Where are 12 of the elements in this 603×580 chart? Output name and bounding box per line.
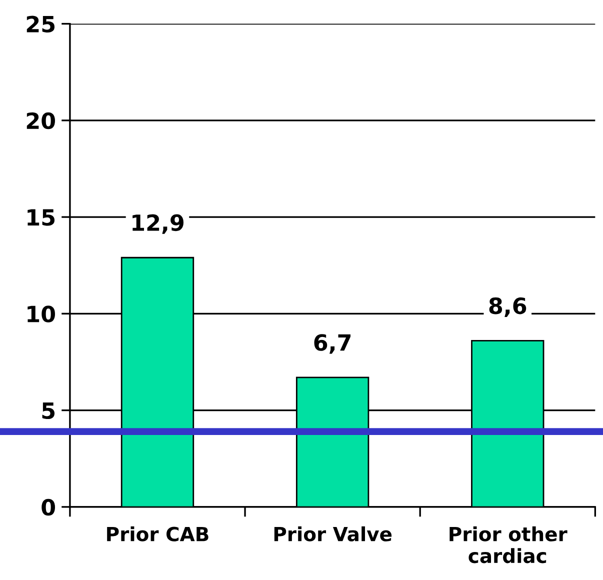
- data-label: 12,9: [132, 214, 184, 234]
- y-tick-label: 25: [26, 16, 55, 33]
- y-tick-label: 5: [42, 402, 55, 420]
- data-label: 6,7: [314, 334, 350, 354]
- data-label: 8,6: [489, 297, 526, 318]
- y-tick-label: 20: [26, 112, 55, 130]
- y-tick-label: 10: [28, 306, 55, 322]
- x-tick-label: Prior Valve: [274, 526, 392, 542]
- y-tick-label: 15: [28, 209, 55, 226]
- y-tick-label: 0: [42, 498, 55, 516]
- x-tick-label: Prior other cardiac: [450, 526, 568, 564]
- x-tick-label: Prior CAB: [107, 526, 208, 542]
